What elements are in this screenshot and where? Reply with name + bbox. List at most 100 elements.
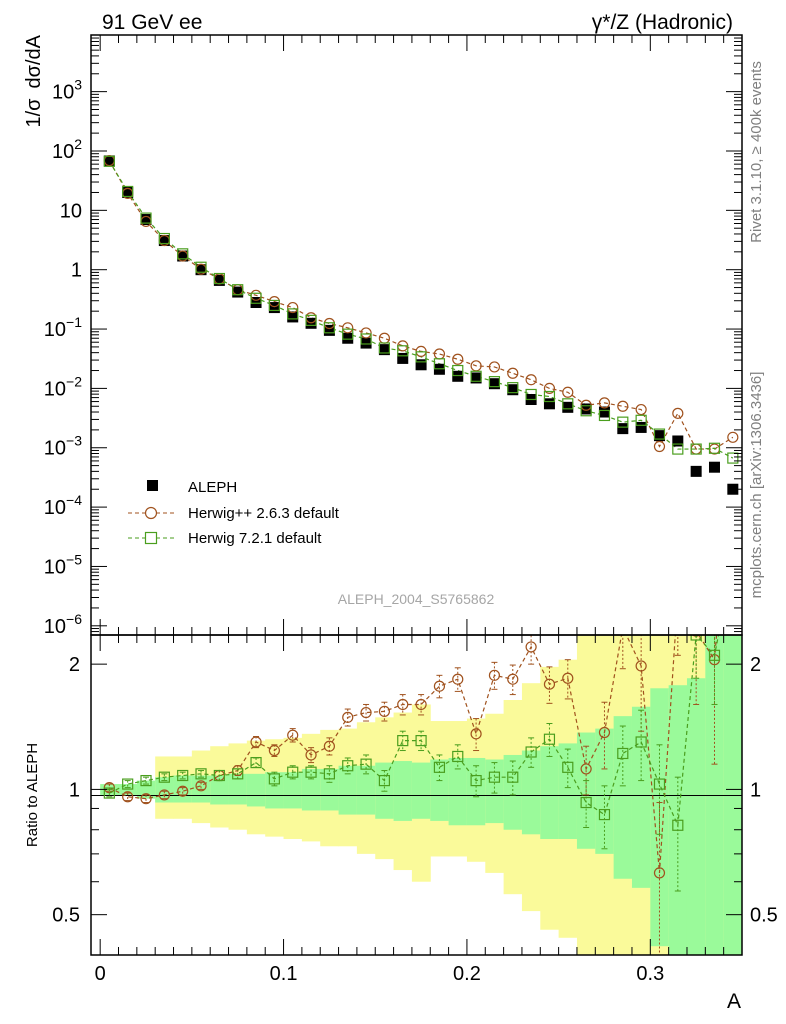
ratio-y-tick-label-right: 1	[750, 779, 761, 801]
herwigpp-point	[378, 332, 391, 344]
herwig7-ratio-point	[507, 771, 519, 783]
herwig7-point	[268, 299, 280, 312]
herwig7-point	[543, 390, 556, 403]
y-tick-label: 10−3	[44, 433, 82, 460]
band-inner	[283, 772, 303, 809]
legend-label-aleph: ALEPH	[188, 479, 237, 496]
herwig7-point	[635, 414, 647, 426]
y-tick-label: 103	[52, 77, 82, 104]
herwig7-ratio-point	[378, 774, 391, 787]
herwigpp-ratio-point	[342, 711, 354, 723]
herwig7-ratio-point	[598, 808, 611, 821]
herwigpp-ratio-point	[507, 673, 519, 685]
aleph-point	[158, 235, 170, 247]
herwig7-point	[672, 443, 684, 455]
band-inner	[631, 706, 651, 888]
header-left: 91 GeV ee	[102, 11, 202, 34]
herwigpp-ratio-point	[305, 749, 317, 761]
herwig7-point	[617, 416, 629, 428]
herwigpp-point	[727, 431, 739, 443]
herwigpp-point	[525, 374, 537, 386]
herwigpp-line	[108, 160, 734, 450]
aleph-point	[452, 370, 464, 382]
y-tick-label: 10−1	[44, 314, 82, 341]
herwig7-ratio-point	[305, 766, 317, 778]
herwig7-ratio-point	[452, 750, 464, 763]
herwigpp-ratio-point	[525, 641, 537, 653]
aleph-point	[378, 344, 390, 356]
aleph-point	[562, 401, 574, 413]
herwigpp-ratio-point	[580, 763, 592, 775]
herwigpp-ratio-point	[378, 705, 391, 717]
aleph-point	[323, 324, 335, 336]
herwig7-ratio-point	[580, 796, 592, 809]
herwig7-point	[140, 212, 152, 224]
aleph-point	[653, 430, 665, 442]
herwig7-ratio-point	[433, 761, 446, 773]
herwigpp-ratio-point	[452, 673, 464, 685]
svg-text:1/σdσ/dA: 1/σ dσ/dA	[23, 34, 45, 127]
herwigpp-ratio-point	[653, 867, 666, 879]
aleph-point	[672, 435, 684, 447]
herwig7-ratio-point	[213, 769, 225, 782]
herwig7-ratio-point	[232, 768, 244, 780]
ratio-y-tick-label: 0.5	[52, 905, 80, 927]
herwig7-point	[470, 370, 482, 382]
herwig7-ratio-point	[562, 761, 574, 773]
herwig7-point	[177, 248, 189, 260]
ratio-frame	[90, 634, 743, 956]
band-inner	[521, 750, 541, 835]
aleph-point	[103, 155, 115, 167]
herwig7-ratio-point	[287, 766, 299, 778]
legend-marker-herwigpp	[144, 506, 158, 520]
legend-label-herwigpp: Herwig++ 2.6.3 default	[188, 505, 340, 522]
herwig7-ratio-point	[250, 756, 262, 769]
herwig7-ratio-point	[360, 758, 372, 770]
aleph-point	[268, 302, 280, 314]
y-tick-label: 10−5	[44, 551, 82, 578]
herwig7-ratio-point	[177, 769, 189, 782]
band-inner	[540, 746, 560, 840]
herwigpp-ratio-point	[397, 698, 409, 711]
herwig7-point	[690, 443, 702, 455]
x-tick-label: 0.2	[453, 963, 481, 985]
aleph-point	[727, 483, 739, 495]
y-tick-label: 10	[60, 200, 82, 222]
herwig7-point	[525, 388, 537, 401]
herwig7-point	[397, 345, 409, 357]
herwig7-point	[507, 382, 519, 394]
herwig7-point	[488, 376, 501, 388]
herwigpp-ratio-point	[562, 672, 574, 684]
herwig7-ratio-point	[617, 747, 629, 760]
herwigpp-point	[342, 322, 354, 334]
herwig7-point	[653, 428, 666, 440]
herwigpp-point	[653, 440, 666, 453]
herwig7-ratio-point	[543, 733, 556, 745]
ratio-ylabel: Ratio to ALEPH	[24, 743, 41, 847]
herwigpp-ratio-line	[109, 635, 718, 873]
aleph-point	[470, 372, 482, 384]
aleph-point	[342, 332, 354, 344]
x-ticks: 0 0.1 0.2 0.3	[95, 35, 743, 985]
aleph-point	[415, 359, 427, 371]
herwigpp-point	[452, 353, 464, 365]
aleph-point	[122, 186, 134, 198]
band-inner	[338, 765, 358, 815]
band-inner	[210, 775, 230, 805]
herwig7-line	[108, 160, 734, 459]
herwigpp-ratio-point	[122, 791, 134, 803]
herwigpp-ratio-point	[635, 660, 647, 672]
herwig7-point	[342, 328, 354, 340]
top-ylabel-body: dσ/dA	[23, 34, 45, 88]
herwigpp-point	[562, 386, 574, 398]
herwigpp-point	[287, 301, 299, 314]
herwig7-ratio-point	[397, 735, 409, 747]
herwigpp-ratio-point	[195, 780, 207, 792]
aleph-point	[507, 384, 519, 396]
herwig7-ratio-point	[470, 774, 482, 787]
herwig7-ratio-point	[672, 819, 684, 831]
herwig7-point	[562, 398, 574, 410]
herwig7-point	[213, 272, 225, 285]
herwigpp-ratio-point	[543, 678, 556, 690]
